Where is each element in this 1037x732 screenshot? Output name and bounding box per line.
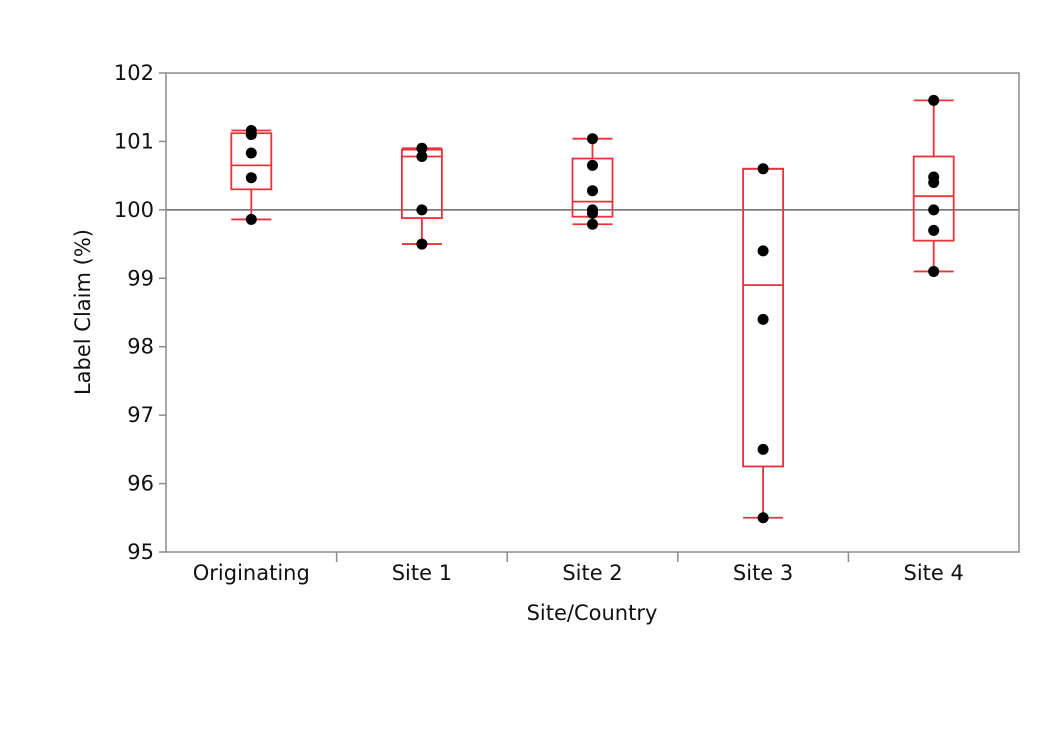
x-tick-label: Site 2 (562, 561, 622, 585)
data-point (245, 172, 257, 184)
data-point (587, 159, 598, 171)
y-tick-label: 100 (114, 198, 154, 222)
y-tick-label: 101 (114, 129, 154, 153)
data-point (416, 238, 428, 250)
x-tick-label: Site 3 (733, 561, 793, 585)
data-point (757, 512, 769, 524)
y-tick-label: 95 (127, 540, 154, 564)
data-point (416, 204, 428, 216)
data-point (587, 133, 598, 145)
y-tick-label: 97 (127, 403, 154, 427)
x-tick-label: Originating (193, 561, 310, 585)
points-layer (245, 94, 940, 524)
data-point (416, 150, 428, 162)
x-tick-label: Site 4 (904, 561, 964, 585)
data-point (928, 204, 940, 216)
data-point (416, 142, 428, 154)
y-tick-label: 99 (127, 266, 154, 290)
box-iqr (912, 155, 955, 242)
y-axis-title: Label Claim (%) (71, 229, 95, 395)
data-point (587, 207, 598, 219)
x-tick-label: Site 1 (392, 561, 452, 585)
x-axis-title: Site/Country (527, 601, 658, 625)
data-point (757, 163, 769, 175)
data-point (757, 313, 769, 325)
data-point (928, 265, 940, 277)
data-point (587, 185, 598, 197)
data-point (928, 94, 940, 106)
plot-frame (165, 72, 1020, 553)
data-point (587, 218, 598, 230)
boxes-layer (230, 99, 955, 519)
data-point (928, 224, 940, 236)
data-point (245, 129, 257, 141)
x-axis: Originating Site 1 Site 2 Site 3 Site 4 (193, 552, 964, 585)
data-point (757, 443, 769, 455)
y-tick-label: 102 (114, 61, 154, 85)
data-point (245, 213, 257, 225)
data-point (757, 245, 769, 257)
y-axis: 95 96 97 98 99 100 101 102 (114, 61, 166, 564)
data-point (928, 176, 940, 188)
y-tick-label: 96 (127, 472, 154, 496)
box-site-1 (400, 147, 443, 245)
data-point (245, 147, 257, 159)
box-site-3 (742, 167, 784, 519)
y-tick-label: 98 (127, 335, 154, 359)
